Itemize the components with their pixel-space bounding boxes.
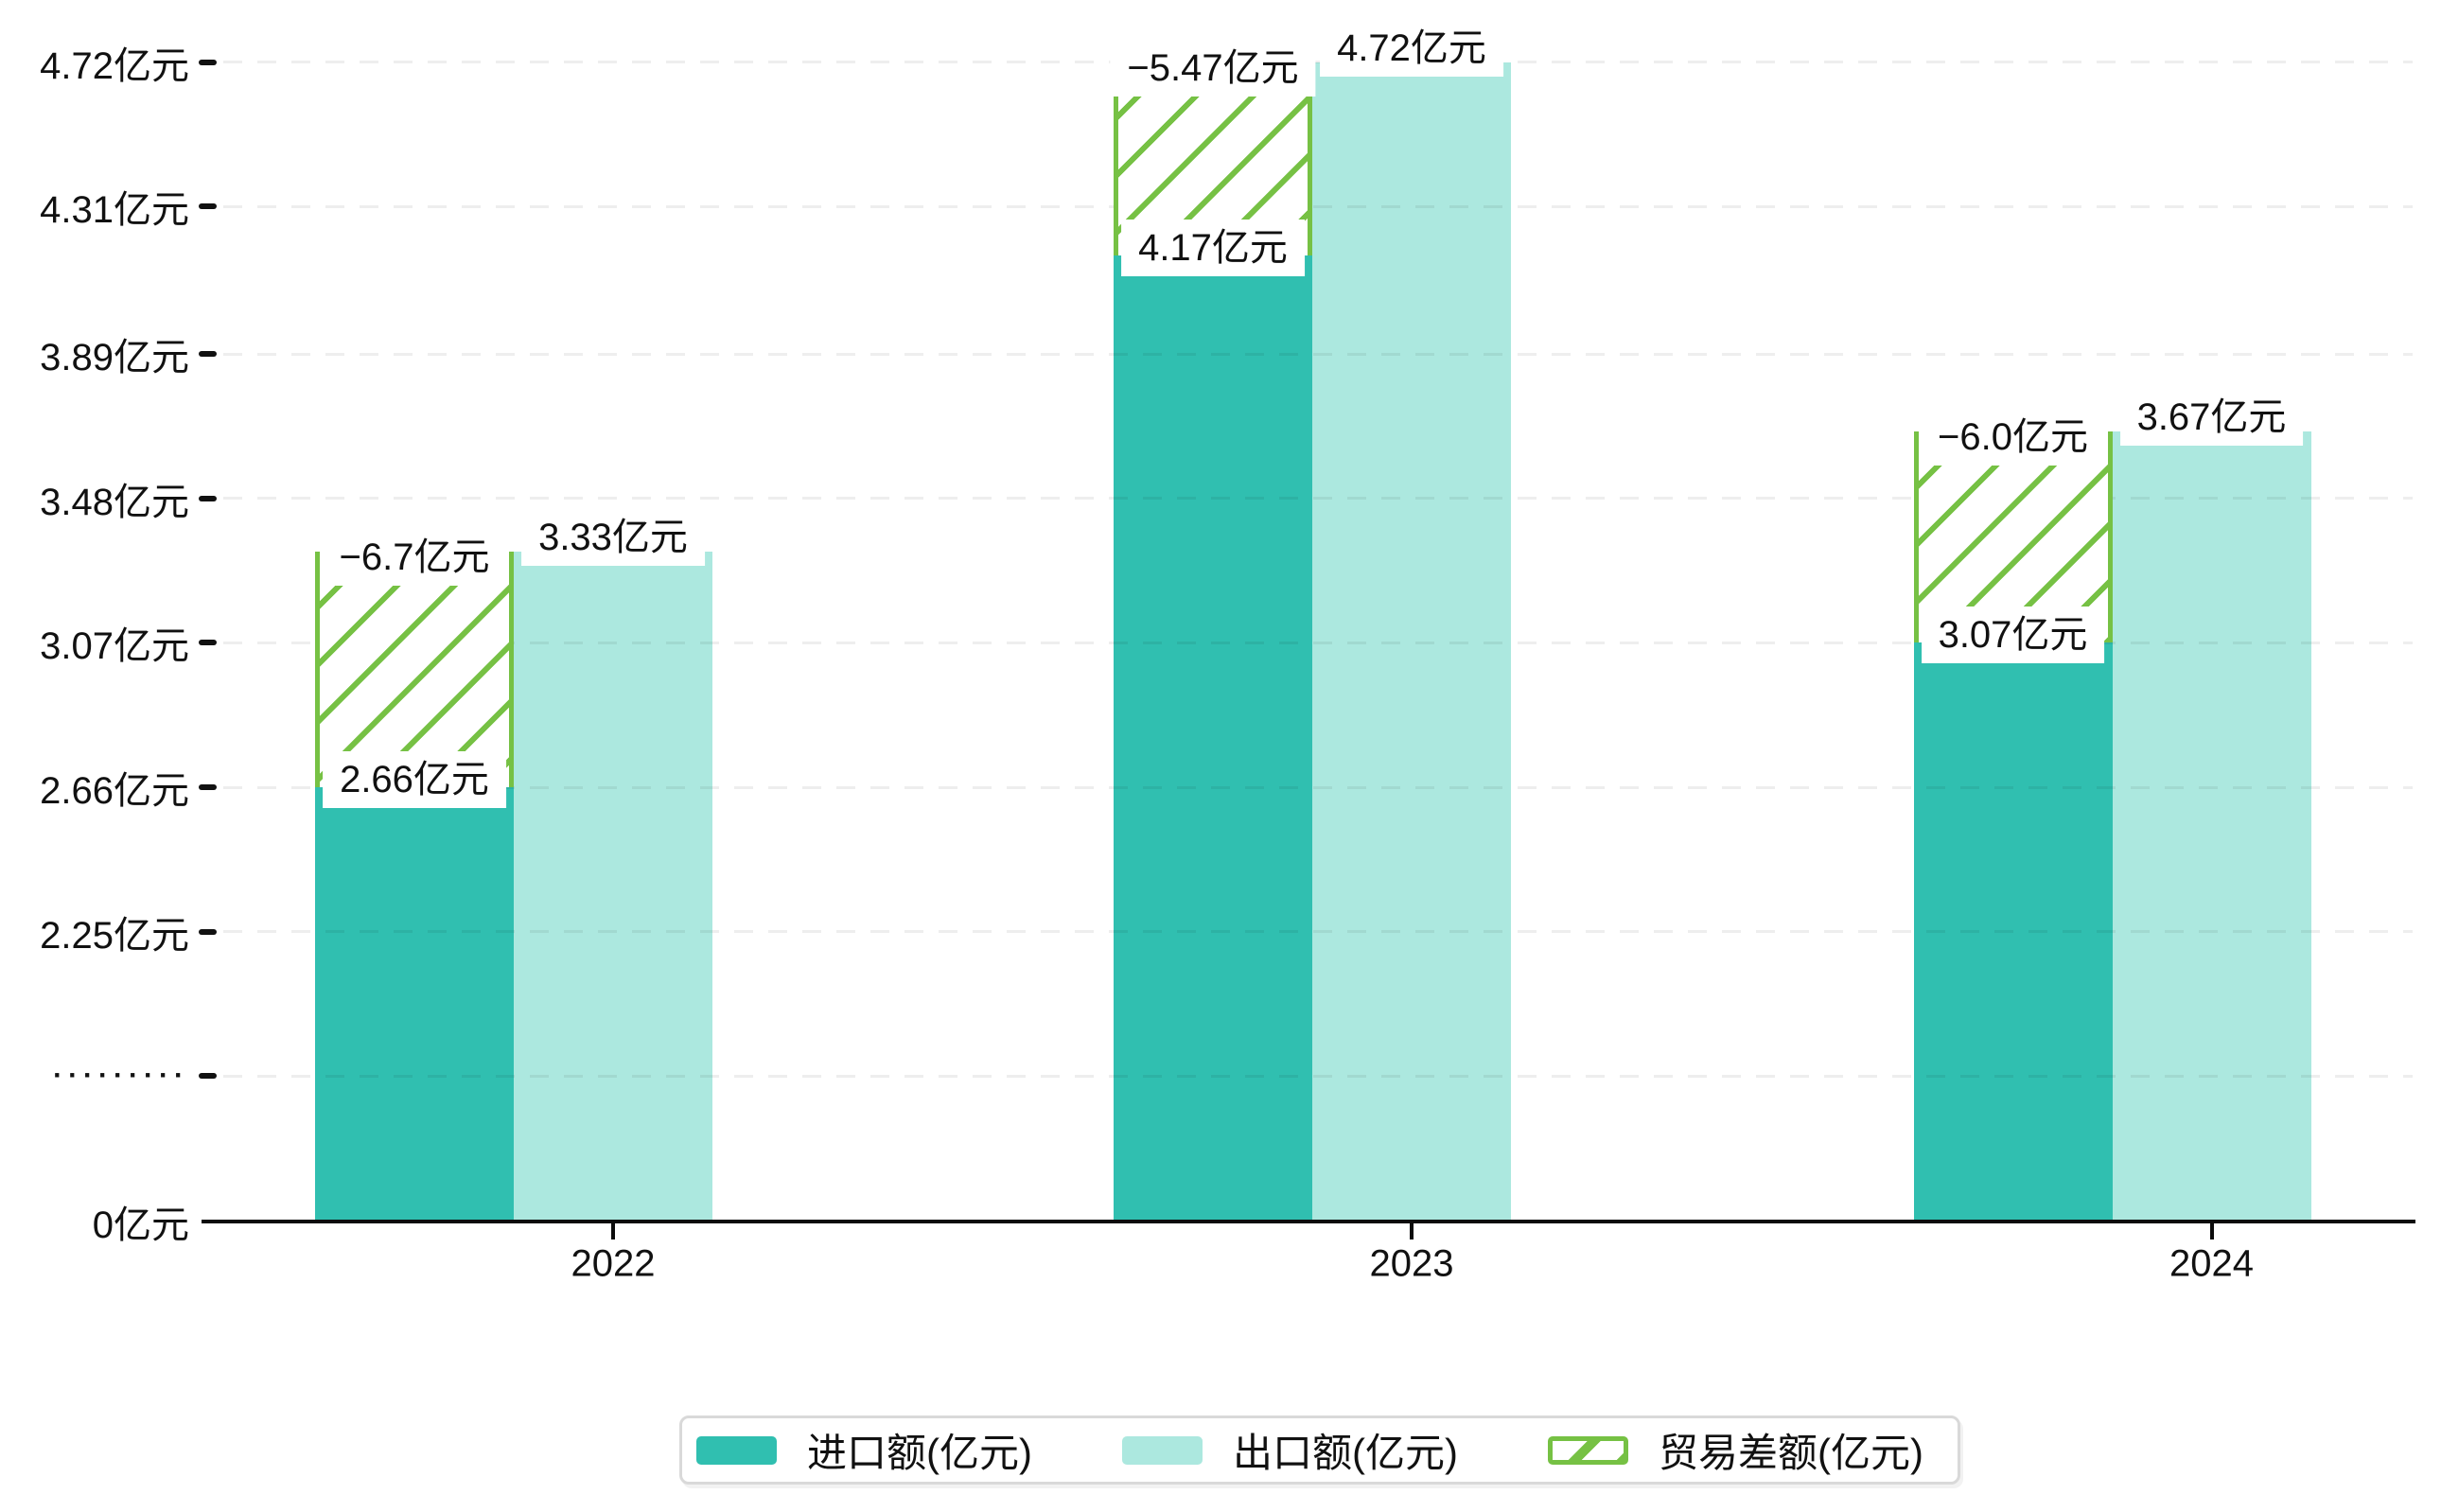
diff-value-label: −5.47亿元 [1110, 39, 1316, 97]
diff-hatch-swatch-icon [1548, 1435, 1628, 1465]
import-value-label: 4.17亿元 [1121, 220, 1305, 277]
x-axis-label-2022: 2022 [571, 1242, 656, 1285]
x-axis-tick [2209, 1222, 2214, 1239]
gridline [223, 785, 2413, 789]
gridline [223, 352, 2413, 356]
trade-diff-box-2022[interactable] [315, 551, 514, 787]
gridline [223, 641, 2413, 644]
y-axis-tick [199, 495, 217, 501]
y-axis-tick [199, 640, 217, 646]
y-axis-label: 3.48亿元 [40, 481, 189, 523]
legend-label-diff: 贸易差额(亿元) [1659, 1431, 1923, 1475]
y-axis-label: 0亿元 [92, 1204, 189, 1246]
legend-item-diff[interactable]: 贸易差额(亿元) [1548, 1418, 1923, 1482]
gridline [223, 61, 2413, 64]
y-axis-label: 4.31亿元 [40, 189, 189, 232]
gridline [223, 1074, 2413, 1078]
export-swatch-icon [1122, 1435, 1203, 1465]
legend: 进口额(亿元) 出口额(亿元) 贸易差额(亿元) [679, 1415, 1960, 1485]
x-axis-line [202, 1220, 2415, 1223]
bar-import-2022[interactable] [315, 787, 514, 1222]
import-value-label: 2.66亿元 [323, 751, 506, 808]
y-axis-label: 4.72亿元 [40, 44, 189, 87]
bar-export-2023[interactable] [1312, 62, 1511, 1222]
y-axis-tick [199, 351, 217, 358]
y-axis-tick [199, 928, 217, 935]
legend-label-import: 进口额(亿元) [807, 1431, 1032, 1475]
bar-export-2024[interactable] [2112, 431, 2311, 1222]
legend-item-import[interactable]: 进口额(亿元) [696, 1418, 1032, 1482]
gridline [223, 497, 2413, 501]
diff-value-label: −6.7亿元 [322, 528, 507, 586]
y-axis-tick [199, 1073, 217, 1079]
diff-value-label: −6.0亿元 [1921, 409, 2105, 466]
y-axis-tick [199, 59, 217, 65]
import-swatch-icon [696, 1435, 777, 1465]
bar-import-2024[interactable] [1913, 642, 2113, 1222]
bar-import-2023[interactable] [1114, 255, 1312, 1222]
y-axis-label: 2.66亿元 [40, 770, 189, 812]
y-axis-label: 3.89亿元 [40, 337, 189, 379]
y-axis-tick [199, 203, 217, 210]
x-axis-label-2023: 2023 [1369, 1242, 1454, 1285]
import-value-label: 3.07亿元 [1921, 607, 2105, 664]
export-value-label: 3.33亿元 [521, 508, 705, 566]
y-axis-label: 3.07亿元 [40, 625, 189, 668]
x-axis-label-2024: 2024 [2169, 1242, 2254, 1285]
y-axis-tick [199, 784, 217, 790]
y-axis-label: 2.25亿元 [40, 914, 189, 957]
x-axis-tick [611, 1222, 615, 1239]
gridline [223, 204, 2413, 208]
y-axis-break-label: ········· [53, 1060, 189, 1091]
export-value-label: 4.72亿元 [1320, 19, 1503, 77]
export-value-label: 3.67亿元 [2119, 389, 2304, 447]
gridline [223, 930, 2413, 934]
x-axis-tick [1410, 1222, 1414, 1239]
legend-label-export: 出口额(亿元) [1233, 1431, 1458, 1475]
legend-item-export[interactable]: 出口额(亿元) [1122, 1418, 1458, 1482]
bar-export-2022[interactable] [514, 551, 712, 1222]
